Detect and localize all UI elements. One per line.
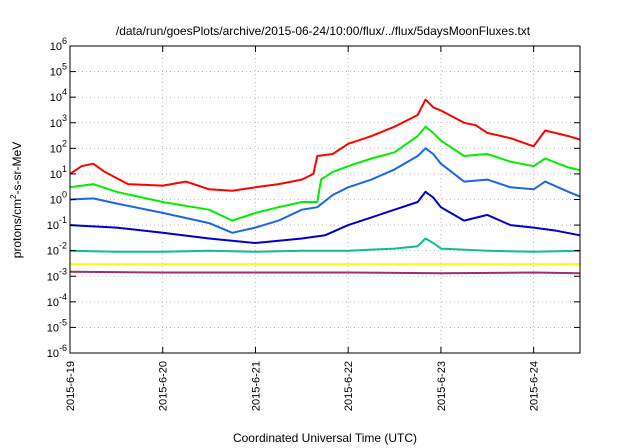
x-tick-label: 2015-6-20	[158, 361, 170, 411]
x-tick-label: 2015-6-19	[65, 361, 77, 411]
grid	[70, 46, 580, 353]
y-axis-label-pre: protons/cm	[10, 199, 24, 258]
chart-title: /data/run/goesPlots/archive/2015-06-24/1…	[116, 24, 531, 38]
y-tick-exponent: -2	[59, 241, 67, 251]
series-line-4	[69, 190, 581, 244]
y-tick-label: 102	[50, 138, 67, 155]
y-axis-label: protons/cm2-s-sr-MeV	[9, 142, 24, 258]
series-line-5	[69, 237, 581, 253]
y-tick-exponent: 6	[62, 36, 67, 46]
y-tick-label: 10-4	[47, 292, 67, 309]
y-tick-exponent: -3	[59, 266, 67, 276]
series-line-3	[69, 147, 581, 234]
y-tick-exponent: -4	[59, 292, 67, 302]
y-tick-label: 101	[50, 164, 67, 181]
y-tick-base: 10	[50, 92, 62, 104]
y-tick-base: 10	[47, 348, 59, 360]
y-tick-base: 10	[50, 143, 62, 155]
y-tick-exponent: 3	[62, 113, 67, 123]
y-tick-exponent: 1	[62, 164, 67, 174]
y-tick-label: 106	[50, 36, 67, 53]
y-axis-label-post: -s-sr-MeV	[10, 142, 24, 195]
y-tick-base: 10	[50, 169, 62, 181]
y-tick-base: 10	[50, 195, 62, 207]
x-tick-label: 2015-6-21	[250, 361, 262, 411]
y-tick-label: 10-5	[47, 317, 67, 334]
y-tick-exponent: 0	[62, 190, 67, 200]
x-axis-ticks: 2015-6-19 2015-6-20 2015-6-21 2015-6-22 2015…	[65, 46, 541, 411]
y-tick-label: 100	[50, 190, 67, 207]
y-tick-base: 10	[50, 118, 62, 130]
y-tick-exponent: -5	[59, 317, 67, 327]
y-tick-base: 10	[47, 271, 59, 283]
y-tick-base: 10	[50, 67, 62, 79]
y-tick-label: 104	[50, 87, 67, 104]
series-line-1	[69, 98, 581, 192]
y-axis-ticks: 10-610-510-410-310-210-11001011021031041…	[47, 36, 580, 360]
y-tick-base: 10	[47, 246, 59, 258]
y-tick-exponent: -6	[59, 343, 67, 353]
x-tick-label: 2015-6-23	[436, 361, 448, 411]
y-axis-label-sup: 2	[9, 194, 18, 199]
y-tick-base: 10	[47, 220, 59, 232]
x-axis-label: Coordinated Universal Time (UTC)	[233, 431, 417, 445]
y-tick-base: 10	[47, 297, 59, 309]
y-tick-label: 10-1	[47, 215, 67, 232]
y-tick-label: 10-6	[47, 343, 67, 360]
y-tick-base: 10	[50, 41, 62, 53]
x-tick-label: 2015-6-22	[343, 361, 355, 411]
y-tick-exponent: 5	[62, 62, 67, 72]
y-tick-exponent: -1	[59, 215, 67, 225]
series-group	[69, 98, 581, 275]
y-tick-exponent: 4	[62, 87, 67, 97]
y-tick-label: 10-3	[47, 266, 67, 283]
y-tick-exponent: 2	[62, 138, 67, 148]
y-tick-label: 103	[50, 113, 67, 130]
y-tick-base: 10	[47, 322, 59, 334]
x-tick-label: 2015-6-24	[529, 361, 541, 411]
series-line-2	[69, 125, 581, 222]
y-tick-label: 105	[50, 62, 67, 79]
series-line-7	[69, 270, 581, 275]
y-tick-label: 10-2	[47, 241, 67, 258]
